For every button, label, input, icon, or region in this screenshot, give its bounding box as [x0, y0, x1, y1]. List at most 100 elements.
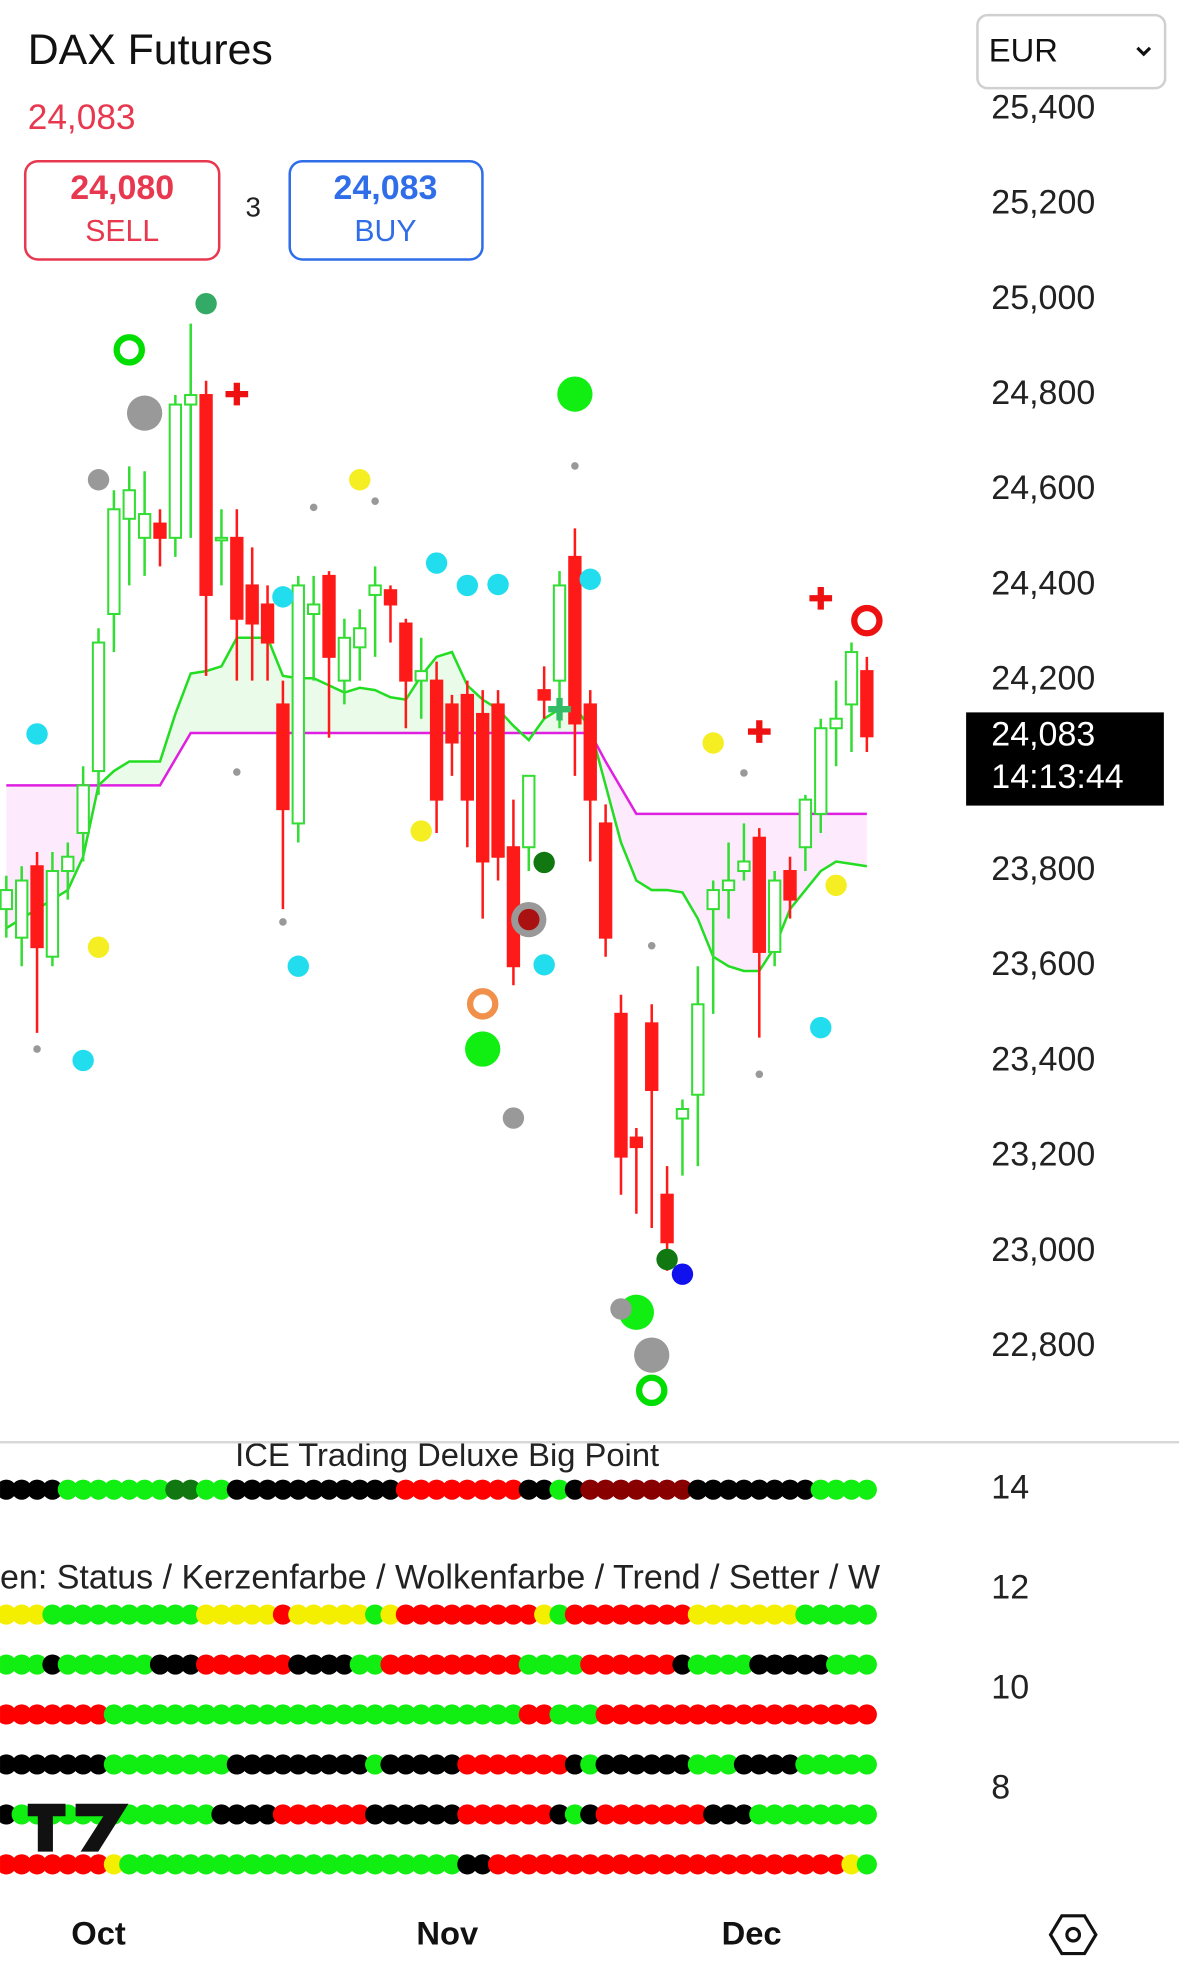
status-dot — [564, 1804, 585, 1825]
status-dot — [180, 1854, 201, 1875]
cloud — [651, 813, 668, 891]
y-tick-label: 23,200 — [991, 1136, 1095, 1174]
y-tick-label: 25,000 — [991, 279, 1095, 317]
status-dot — [534, 1754, 555, 1775]
marker-dot — [87, 936, 110, 958]
status-dot — [795, 1804, 816, 1825]
status-dot — [334, 1754, 355, 1775]
sell-box[interactable] — [23, 159, 221, 261]
status-dot — [211, 1704, 232, 1725]
status-dot — [580, 1654, 601, 1675]
status-dot — [457, 1854, 478, 1875]
status-dot — [841, 1804, 862, 1825]
marker-dot — [279, 918, 287, 926]
candle-body — [399, 622, 413, 682]
status-dot — [441, 1854, 463, 1875]
status-dot — [518, 1704, 539, 1725]
status-dot — [810, 1754, 831, 1775]
cloud — [206, 666, 222, 733]
status-dot — [703, 1704, 724, 1725]
status-dot — [749, 1604, 770, 1625]
status-dot — [549, 1704, 570, 1725]
status-dot — [595, 1754, 616, 1775]
status-dot — [88, 1754, 109, 1775]
candle-body — [0, 889, 13, 911]
status-dot — [703, 1754, 724, 1775]
y-tick-label: 14 — [991, 1469, 1029, 1507]
last-price-box — [966, 712, 1164, 806]
candle-body — [429, 679, 444, 801]
candle-body — [76, 784, 90, 834]
marker-dot — [571, 462, 579, 470]
chevron — [1136, 46, 1152, 57]
status-dot — [318, 1704, 340, 1725]
currency: EUR — [989, 32, 1058, 69]
candle-body — [276, 703, 290, 811]
status-dot — [242, 1654, 263, 1675]
status-dot — [626, 1854, 647, 1875]
buy-box[interactable] — [288, 159, 484, 261]
status-dot — [349, 1479, 370, 1500]
status-dot — [564, 1479, 585, 1500]
time-axis: Oct Nov Dec — [71, 1915, 781, 1952]
status-dot — [242, 1854, 263, 1875]
status-dot — [472, 1704, 493, 1725]
status-dot — [518, 1654, 539, 1675]
status-dot — [196, 1654, 217, 1675]
candle-body — [568, 555, 582, 725]
status-dot — [334, 1854, 355, 1875]
status-dot — [503, 1754, 524, 1775]
currency-select[interactable]: EUR — [976, 13, 1167, 90]
status-dot — [257, 1854, 278, 1875]
status-dot — [718, 1754, 739, 1775]
candle-body — [522, 774, 536, 849]
status-dot — [0, 1854, 17, 1875]
status-dot — [11, 1854, 32, 1875]
sell-button[interactable]: 24,080 SELL — [23, 159, 221, 261]
status-dot — [103, 1854, 124, 1875]
status-dot — [503, 1704, 524, 1725]
status-dot — [196, 1804, 217, 1825]
settings-button[interactable] — [1048, 1914, 1098, 1956]
status-dot — [149, 1654, 171, 1675]
status-dot — [42, 1654, 63, 1675]
status-dot — [26, 1479, 48, 1500]
candle-body — [798, 798, 813, 849]
status-dot — [549, 1804, 570, 1825]
status-dot — [795, 1704, 816, 1725]
status-dot — [119, 1854, 140, 1875]
status-dot — [779, 1804, 801, 1825]
status-dot — [211, 1654, 232, 1675]
marker-dot — [349, 469, 371, 491]
settings-icon[interactable] — [1048, 1914, 1098, 1956]
indicator-title: ICE Trading Deluxe Big Point — [235, 1436, 659, 1473]
status-dot — [196, 1479, 217, 1500]
status-dot — [73, 1654, 94, 1675]
status-dot — [11, 1654, 32, 1675]
candle-body — [30, 865, 44, 949]
status-dot — [672, 1854, 693, 1875]
status-dot — [411, 1854, 432, 1875]
sell-label: SELL — [85, 215, 159, 248]
buy-button[interactable]: 24,083 BUY — [288, 159, 484, 261]
status-dot — [795, 1754, 816, 1775]
cloud — [836, 813, 852, 864]
status-dot — [395, 1854, 416, 1875]
y-tick-label: 24,200 — [991, 660, 1095, 698]
status-dot — [549, 1604, 570, 1625]
status-dot — [11, 1754, 32, 1775]
y-tick-label: 25,400 — [991, 88, 1095, 126]
status-dot — [687, 1854, 708, 1875]
status-dot — [226, 1854, 247, 1875]
status-dot — [841, 1654, 862, 1675]
status-dot — [580, 1704, 601, 1725]
status-dot — [0, 1754, 17, 1775]
currency-box[interactable] — [976, 13, 1167, 90]
status-dot — [257, 1604, 278, 1625]
status-dot — [626, 1804, 647, 1825]
status-dot — [242, 1604, 263, 1625]
candle-body — [860, 670, 874, 738]
status-dot — [826, 1804, 847, 1825]
status-dot — [595, 1654, 616, 1675]
status-dot — [534, 1479, 555, 1500]
